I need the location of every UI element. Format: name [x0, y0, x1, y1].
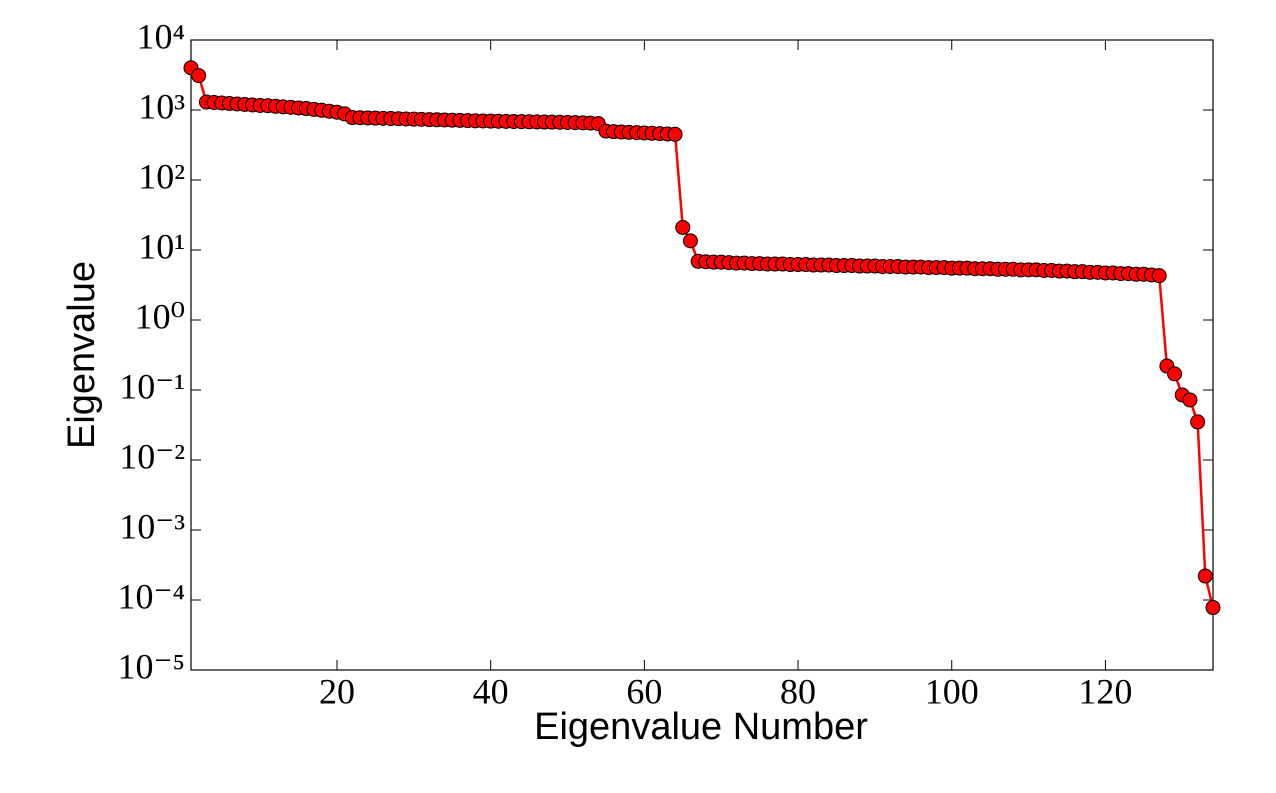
- data-point: [1190, 414, 1206, 430]
- y-tick-label: 10⁻⁴: [117, 576, 185, 616]
- data-point: [675, 219, 691, 235]
- data-point: [1182, 392, 1198, 408]
- y-tick-label: 10¹: [138, 226, 185, 266]
- y-tick-label: 10⁴: [136, 16, 185, 56]
- x-tick-label: 120: [1078, 671, 1132, 711]
- plot-frame: [190, 39, 1214, 671]
- x-tick-label: 80: [780, 671, 816, 711]
- y-tick-label: 10⁰: [135, 296, 185, 336]
- y-tick-label: 10²: [138, 156, 185, 196]
- data-point: [191, 68, 207, 84]
- y-tick-label: 10³: [138, 86, 185, 126]
- data-point: [682, 233, 698, 249]
- data-point: [667, 126, 683, 142]
- data-point: [1151, 268, 1167, 284]
- data-point: [1197, 568, 1213, 584]
- x-tick-label: 60: [626, 671, 662, 711]
- y-tick-label: 10⁻⁵: [117, 646, 185, 686]
- x-tick-label: 100: [925, 671, 979, 711]
- data-point: [1205, 600, 1221, 616]
- data-line: [190, 66, 1215, 608]
- x-axis-label: Eigenvalue Number: [534, 706, 868, 748]
- y-axis-label: Eigenvalue: [61, 261, 103, 449]
- x-tick-label: 40: [473, 671, 509, 711]
- y-tick-label: 10⁻³: [119, 506, 185, 546]
- x-tick-label: 20: [319, 671, 355, 711]
- data-point: [1167, 366, 1183, 382]
- y-tick-label: 10⁻¹: [119, 366, 185, 406]
- y-tick-label: 10⁻²: [119, 436, 185, 476]
